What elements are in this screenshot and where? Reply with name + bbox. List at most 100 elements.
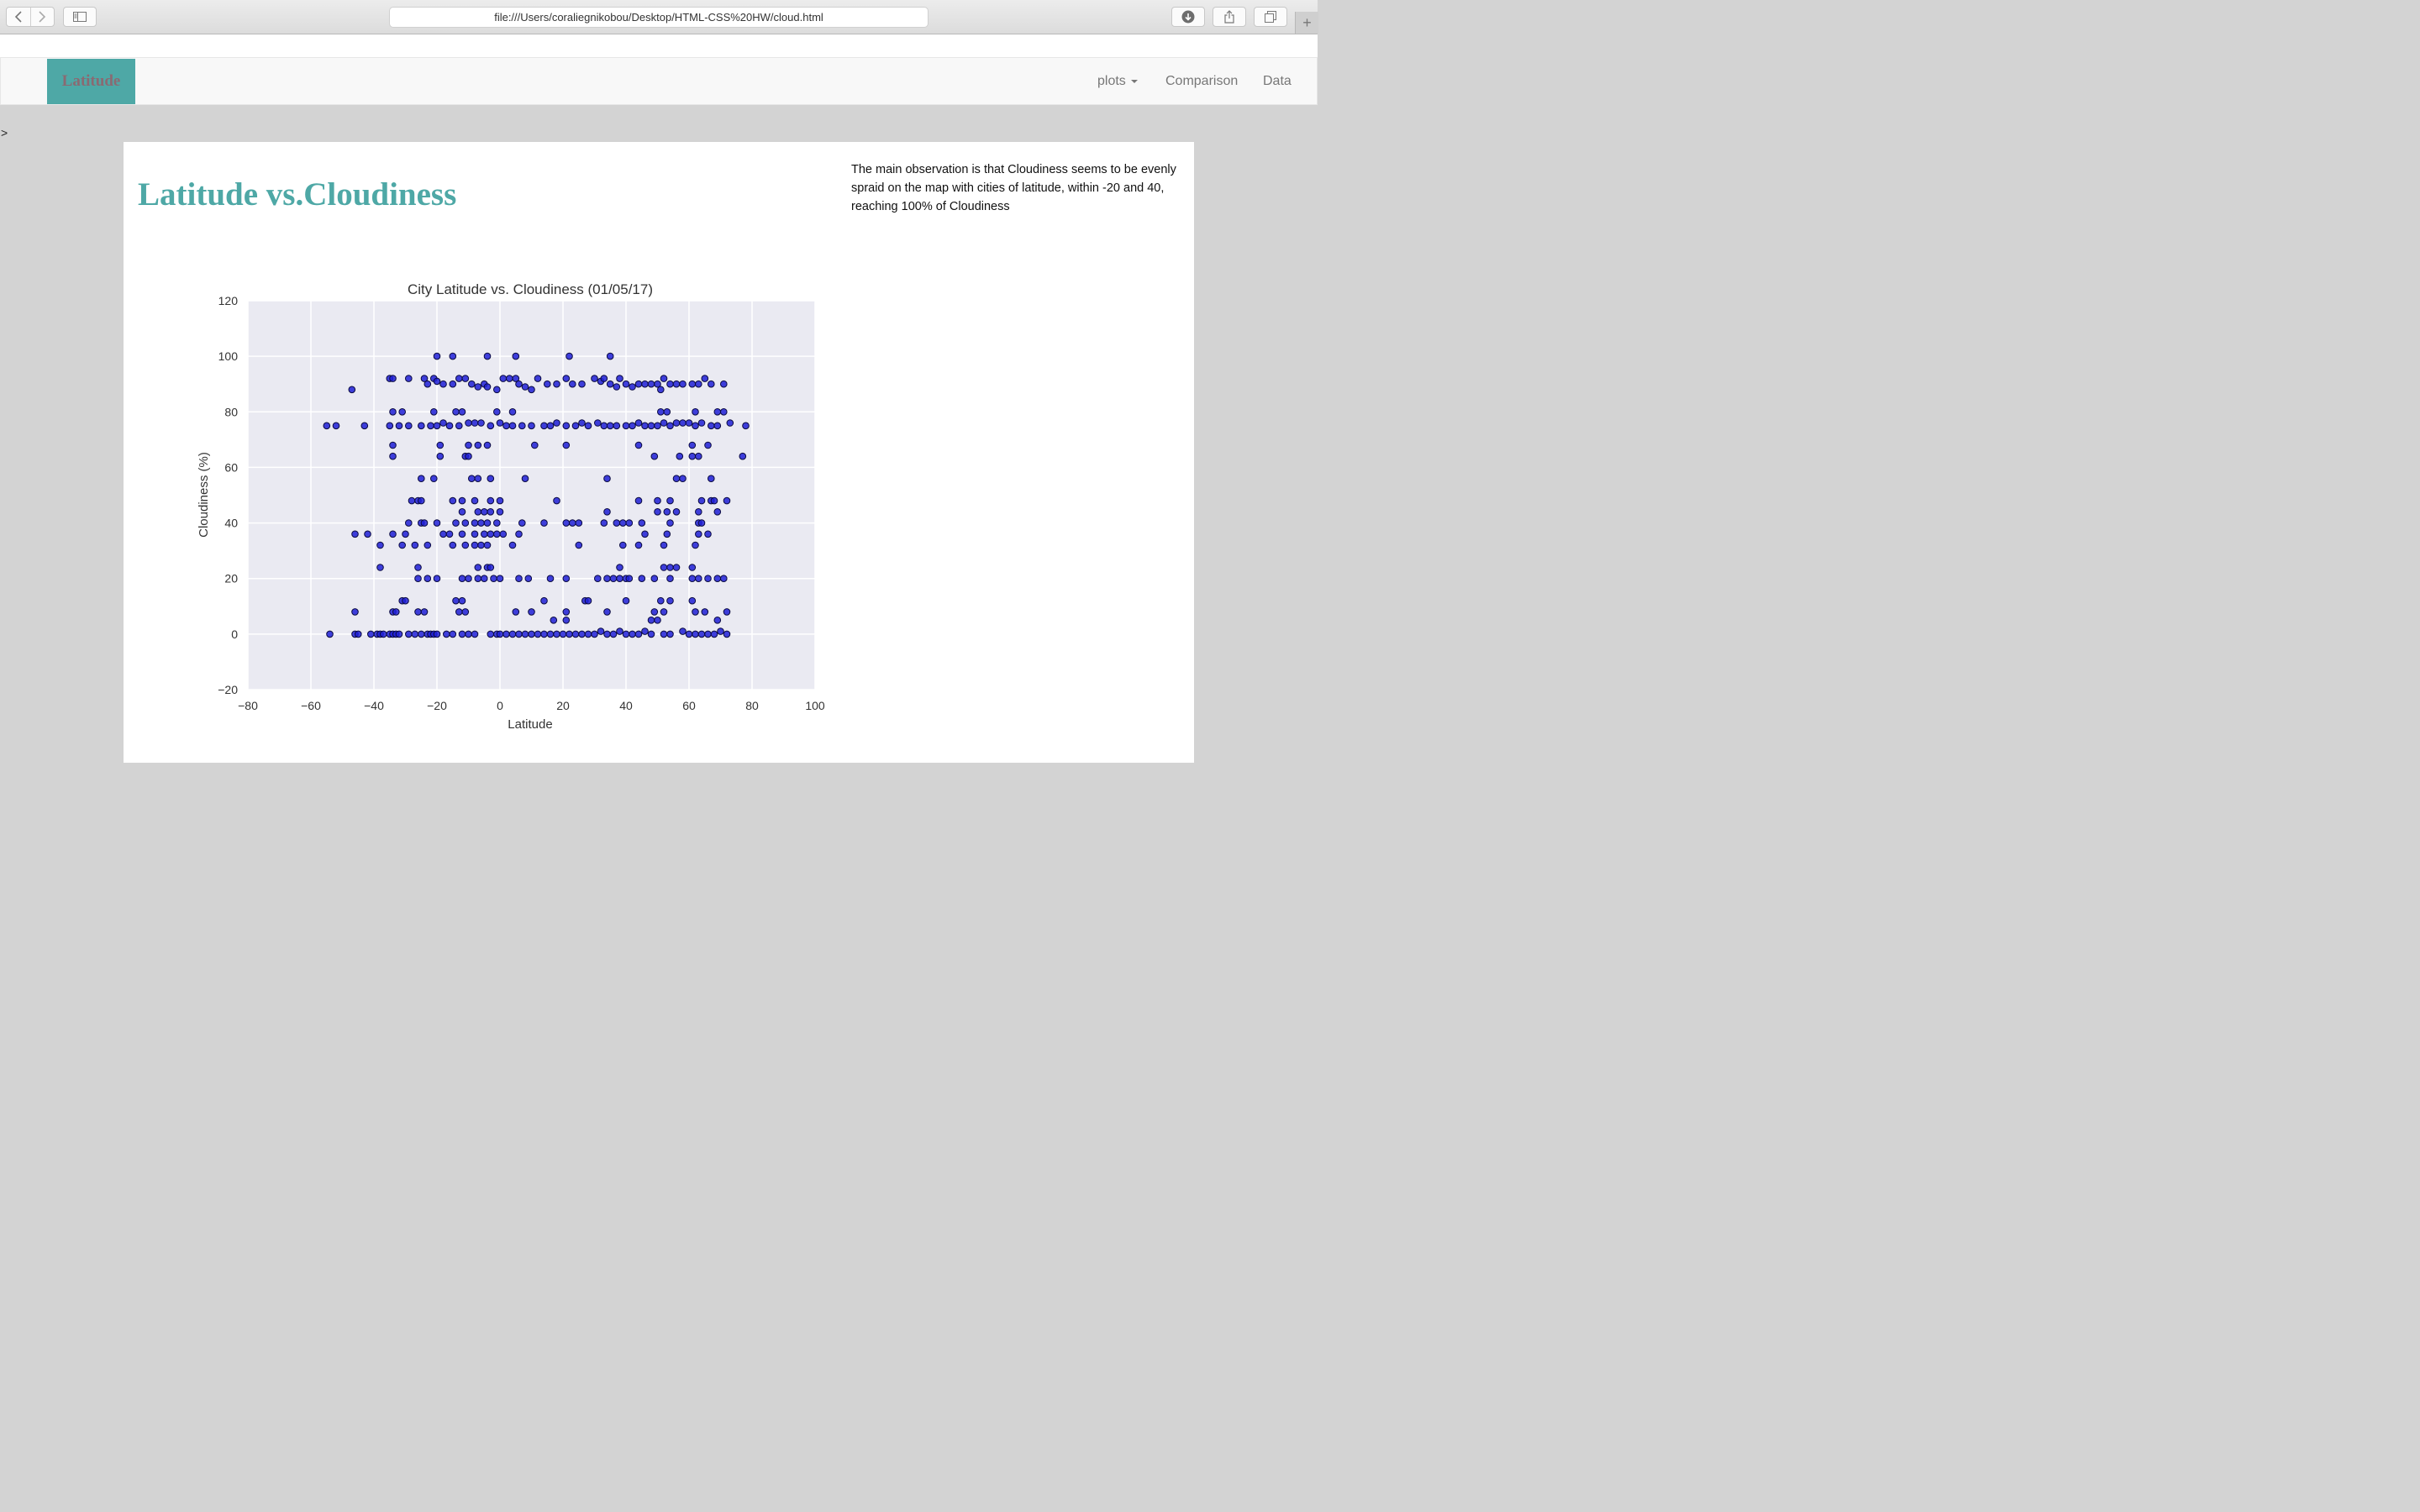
data-point bbox=[433, 377, 441, 386]
data-point bbox=[713, 617, 722, 624]
x-tick-label: −60 bbox=[301, 699, 321, 712]
data-point bbox=[496, 508, 504, 516]
data-point bbox=[546, 575, 555, 583]
plots-dropdown[interactable]: plots bbox=[1097, 74, 1138, 89]
sidebar-icon[interactable] bbox=[63, 7, 97, 27]
brand-link[interactable]: Latitude bbox=[47, 59, 135, 104]
data-point bbox=[433, 352, 441, 360]
data-point bbox=[704, 441, 712, 449]
data-point bbox=[323, 422, 331, 430]
data-point bbox=[660, 630, 668, 638]
data-point bbox=[723, 608, 731, 616]
data-point bbox=[726, 419, 734, 427]
data-point bbox=[666, 519, 674, 527]
data-point bbox=[600, 375, 608, 382]
data-point bbox=[657, 386, 665, 394]
data-point bbox=[540, 596, 548, 605]
data-point bbox=[584, 422, 592, 430]
data-point bbox=[600, 519, 608, 527]
data-point bbox=[713, 408, 722, 416]
data-point bbox=[455, 608, 463, 616]
data-point bbox=[562, 422, 571, 430]
data-point bbox=[647, 422, 655, 430]
chevron-left-icon[interactable] bbox=[7, 8, 31, 26]
data-point bbox=[723, 630, 731, 638]
data-point bbox=[458, 630, 466, 638]
tabs-icon[interactable] bbox=[1254, 7, 1287, 27]
data-point bbox=[493, 519, 501, 527]
data-point bbox=[515, 630, 523, 638]
data-point bbox=[622, 596, 630, 605]
data-point bbox=[657, 408, 665, 416]
data-point bbox=[512, 375, 520, 382]
data-point bbox=[692, 541, 699, 549]
data-point bbox=[430, 475, 438, 482]
x-tick-labels: −80 −60 −40 −20 0 20 40 60 80 100 bbox=[238, 699, 825, 712]
data-point bbox=[742, 422, 750, 430]
data-point bbox=[591, 630, 598, 638]
data-point bbox=[483, 352, 492, 360]
data-point bbox=[474, 508, 482, 516]
data-point bbox=[461, 608, 470, 616]
chevron-right-icon[interactable] bbox=[31, 8, 55, 26]
data-point bbox=[688, 564, 697, 571]
data-point bbox=[594, 575, 602, 583]
data-point bbox=[569, 519, 576, 527]
data-point bbox=[481, 575, 488, 583]
data-point bbox=[597, 627, 605, 635]
data-link[interactable]: Data bbox=[1263, 74, 1292, 88]
plus-icon[interactable]: + bbox=[1295, 12, 1318, 34]
data-point bbox=[676, 452, 684, 460]
data-point bbox=[654, 380, 661, 388]
data-point bbox=[739, 452, 747, 460]
data-point bbox=[380, 630, 387, 638]
bookmark-strip bbox=[0, 34, 1318, 57]
data-point bbox=[471, 419, 479, 427]
data-point bbox=[688, 441, 697, 449]
data-point bbox=[474, 475, 482, 482]
data-point bbox=[553, 496, 560, 505]
data-point bbox=[575, 541, 583, 549]
data-point bbox=[701, 375, 709, 382]
data-point bbox=[449, 496, 457, 505]
address-bar[interactable]: file:///Users/coraliegnikobou/Desktop/HT… bbox=[389, 7, 929, 28]
data-point bbox=[720, 575, 728, 583]
data-point bbox=[619, 541, 627, 549]
data-point bbox=[508, 408, 517, 416]
data-point bbox=[578, 380, 586, 388]
data-point bbox=[603, 508, 611, 516]
data-point bbox=[695, 452, 702, 460]
data-point bbox=[600, 422, 608, 430]
data-point bbox=[629, 383, 636, 391]
x-tick-label: −40 bbox=[364, 699, 384, 712]
download-icon[interactable] bbox=[1171, 7, 1205, 27]
data-point bbox=[404, 375, 413, 382]
data-point bbox=[713, 422, 722, 430]
data-point bbox=[389, 452, 397, 460]
y-tick-label: 20 bbox=[224, 572, 238, 585]
data-point bbox=[483, 441, 492, 449]
comparison-link[interactable]: Comparison bbox=[1165, 74, 1239, 88]
data-point bbox=[424, 541, 432, 549]
data-point bbox=[540, 422, 548, 430]
data-point bbox=[692, 408, 699, 416]
data-point bbox=[468, 380, 476, 388]
history-nav-group bbox=[6, 7, 55, 27]
data-point bbox=[634, 630, 643, 638]
data-point bbox=[540, 630, 548, 638]
data-point bbox=[392, 608, 400, 616]
data-point bbox=[603, 475, 611, 482]
data-point bbox=[332, 422, 340, 430]
stray-text: > bbox=[1, 126, 8, 139]
data-point bbox=[493, 408, 501, 416]
data-point bbox=[496, 419, 504, 427]
data-point bbox=[433, 422, 441, 430]
data-point bbox=[465, 419, 472, 427]
data-point bbox=[666, 422, 674, 430]
data-point bbox=[685, 630, 693, 638]
data-point bbox=[458, 408, 466, 416]
share-icon[interactable] bbox=[1213, 7, 1246, 27]
y-tick-label: 100 bbox=[218, 349, 239, 363]
data-point bbox=[704, 530, 712, 538]
x-tick-label: 40 bbox=[619, 699, 633, 712]
